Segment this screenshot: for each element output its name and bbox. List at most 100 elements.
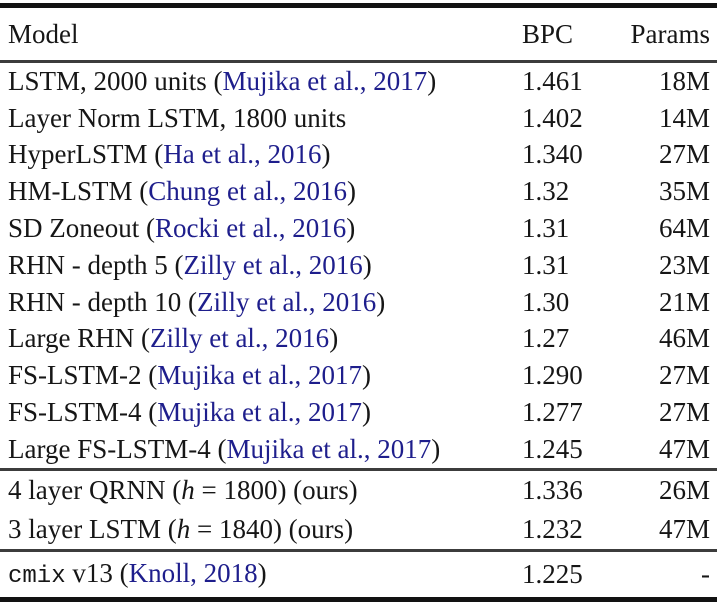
math-variable: h bbox=[176, 513, 191, 544]
bpc-cell: 1.336 bbox=[522, 474, 583, 505]
table-row: Layer Norm LSTM, 1800 units 1.402 14M bbox=[0, 100, 717, 137]
model-text-suffix: = 1840) (ours) bbox=[190, 513, 354, 544]
params-cell: 27M bbox=[658, 139, 710, 170]
model-text: SD Zoneout ( bbox=[8, 213, 155, 244]
table-row: HM-LSTM (Chung et al., 2016) 1.32 35M bbox=[0, 173, 717, 210]
bpc-cell: 1.461 bbox=[522, 65, 583, 96]
table-header-row: Model BPC Params bbox=[0, 8, 717, 60]
citation-link[interactable]: Mujika et al., 2017 bbox=[157, 360, 362, 391]
math-variable: h bbox=[181, 474, 195, 505]
params-cell: 27M bbox=[658, 360, 710, 391]
bpc-cell: 1.290 bbox=[522, 360, 583, 391]
citation-link[interactable]: Mujika et al., 2017 bbox=[157, 397, 362, 428]
group-published-results: LSTM, 2000 units (Mujika et al., 2017) 1… bbox=[0, 63, 717, 468]
model-text-suffix: ) bbox=[257, 557, 267, 588]
midrule-compressor bbox=[0, 548, 717, 552]
model-cell: FS-LSTM-4 (Mujika et al., 2017) bbox=[0, 399, 522, 426]
model-code-name: cmix bbox=[8, 562, 66, 590]
model-text: HM-LSTM ( bbox=[8, 176, 149, 207]
model-text-suffix: ) bbox=[361, 360, 371, 391]
params-cell: 47M bbox=[658, 513, 710, 544]
model-text: LSTM, 2000 units ( bbox=[8, 65, 223, 96]
model-text: FS-LSTM-4 ( bbox=[8, 397, 158, 428]
model-text-suffix: ) bbox=[346, 176, 356, 207]
model-cell: RHN - depth 10 (Zilly et al., 2016) bbox=[0, 286, 522, 317]
model-text: 3 layer LSTM ( bbox=[8, 513, 177, 544]
bpc-cell: 1.340 bbox=[522, 139, 583, 170]
model-text-suffix: ) bbox=[376, 286, 386, 317]
model-text: Large RHN ( bbox=[8, 323, 150, 354]
citation-link[interactable]: Chung et al., 2016 bbox=[148, 176, 347, 207]
bpc-cell: 1.27 bbox=[522, 323, 570, 354]
table-bottomrule bbox=[0, 596, 717, 602]
model-text-suffix: = 1800) (ours) bbox=[194, 474, 358, 505]
table-row: FS-LSTM-4 (Mujika et al., 2017) 1.277 27… bbox=[0, 394, 717, 431]
model-text: Layer Norm LSTM, 1800 units bbox=[8, 102, 347, 133]
model-text-suffix: ) bbox=[321, 139, 331, 170]
bpc-cell: 1.31 bbox=[522, 249, 570, 280]
params-cell: 46M bbox=[658, 323, 710, 354]
model-text: HyperLSTM ( bbox=[8, 139, 164, 170]
params-cell: 18M bbox=[658, 65, 710, 96]
header-model: Model bbox=[8, 18, 79, 49]
bpc-cell: 1.402 bbox=[522, 102, 583, 133]
params-cell: - bbox=[701, 558, 710, 589]
model-cell: Large FS-LSTM-4 (Mujika et al., 2017) bbox=[0, 433, 522, 464]
model-cell: SD Zoneout (Rocki et al., 2016) bbox=[0, 215, 522, 242]
params-cell: 27M bbox=[658, 397, 710, 428]
table-row: 3 layer LSTM (h = 1840) (ours) 1.232 47M bbox=[0, 510, 717, 549]
bpc-cell: 1.31 bbox=[522, 213, 570, 244]
model-cell: HyperLSTM (Ha et al., 2016) bbox=[0, 141, 522, 168]
params-cell: 26M bbox=[658, 474, 710, 505]
model-text-suffix: ) bbox=[361, 397, 371, 428]
model-text-suffix: ) bbox=[427, 65, 437, 96]
params-cell: 14M bbox=[658, 102, 710, 133]
model-text-suffix: ) bbox=[431, 433, 441, 464]
table-row: RHN - depth 10 (Zilly et al., 2016) 1.30… bbox=[0, 284, 717, 321]
model-text-suffix: ) bbox=[346, 213, 356, 244]
model-text-suffix: ) bbox=[329, 323, 339, 354]
model-text: RHN - depth 5 ( bbox=[8, 249, 184, 280]
citation-link[interactable]: Knoll, 2018 bbox=[128, 557, 258, 588]
model-text-suffix: ) bbox=[362, 249, 372, 280]
model-cell: Layer Norm LSTM, 1800 units bbox=[0, 102, 522, 133]
table-row: Large RHN (Zilly et al., 2016) 1.27 46M bbox=[0, 321, 717, 358]
model-text: 4 layer QRNN ( bbox=[8, 474, 182, 505]
model-text: Large FS-LSTM-4 ( bbox=[8, 433, 227, 464]
table-row: FS-LSTM-2 (Mujika et al., 2017) 1.290 27… bbox=[0, 357, 717, 394]
params-cell: 35M bbox=[658, 176, 710, 207]
citation-link[interactable]: Zilly et al., 2016 bbox=[183, 249, 363, 280]
citation-link[interactable]: Mujika et al., 2017 bbox=[222, 65, 428, 96]
table-row: cmix v13 (Knoll, 2018) 1.225 - bbox=[0, 552, 717, 597]
midrule-ours bbox=[0, 467, 717, 471]
model-cell: RHN - depth 5 (Zilly et al., 2016) bbox=[0, 249, 522, 280]
citation-link[interactable]: Zilly et al., 2016 bbox=[196, 286, 377, 317]
group-compressor-baseline: cmix v13 (Knoll, 2018) 1.225 - bbox=[0, 552, 717, 597]
table-row: HyperLSTM (Ha et al., 2016) 1.340 27M bbox=[0, 137, 717, 174]
header-divider bbox=[0, 60, 717, 63]
citation-link[interactable]: Mujika et al., 2017 bbox=[226, 433, 432, 464]
table-toprule bbox=[0, 3, 717, 8]
bpc-cell: 1.225 bbox=[522, 558, 583, 589]
citation-link[interactable]: Zilly et al., 2016 bbox=[149, 323, 330, 354]
params-cell: 64M bbox=[658, 213, 710, 244]
header-bpc: BPC bbox=[522, 18, 574, 49]
model-cell: Large RHN (Zilly et al., 2016) bbox=[0, 325, 522, 352]
table-row: Large FS-LSTM-4 (Mujika et al., 2017) 1.… bbox=[0, 431, 717, 468]
model-cell: FS-LSTM-2 (Mujika et al., 2017) bbox=[0, 362, 522, 389]
bpc-cell: 1.30 bbox=[522, 286, 570, 317]
model-text: RHN - depth 10 ( bbox=[8, 286, 197, 317]
model-cell: cmix v13 (Knoll, 2018) bbox=[0, 557, 522, 590]
params-cell: 21M bbox=[658, 286, 710, 317]
model-cell: LSTM, 2000 units (Mujika et al., 2017) bbox=[0, 65, 522, 96]
bpc-cell: 1.32 bbox=[522, 176, 570, 207]
bpc-cell: 1.277 bbox=[522, 397, 583, 428]
table-row: RHN - depth 5 (Zilly et al., 2016) 1.31 … bbox=[0, 247, 717, 284]
citation-link[interactable]: Ha et al., 2016 bbox=[163, 139, 322, 170]
citation-link[interactable]: Rocki et al., 2016 bbox=[154, 213, 347, 244]
params-cell: 23M bbox=[658, 249, 710, 280]
bpc-cell: 1.245 bbox=[522, 433, 583, 464]
model-cell: 4 layer QRNN (h = 1800) (ours) bbox=[0, 474, 522, 505]
params-cell: 47M bbox=[658, 433, 710, 464]
